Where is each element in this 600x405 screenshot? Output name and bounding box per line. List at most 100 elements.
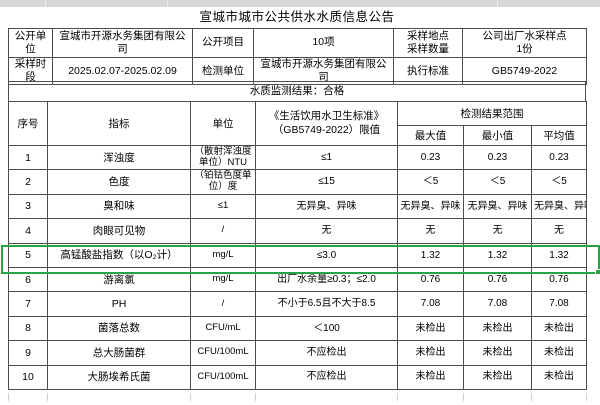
row-number-cell[interactable]: 7 bbox=[8, 291, 48, 317]
avg-value-cell[interactable]: 未检出 bbox=[530, 340, 588, 366]
page-title[interactable]: 宣城市城市公共供水水质信息公告 bbox=[199, 10, 395, 24]
sample-period-label-cell[interactable]: 采样时段 bbox=[8, 56, 53, 86]
row-number-cell[interactable]: 10 bbox=[8, 364, 48, 390]
table-row: 2 色度 （铂钴色度单位）度 ≤15 ＜5 ＜5 ＜5 bbox=[8, 169, 588, 195]
row-number-cell[interactable]: 6 bbox=[8, 266, 48, 293]
unit-cell[interactable]: CFU/100mL bbox=[190, 364, 256, 390]
min-value-cell[interactable]: 未检出 bbox=[463, 315, 532, 342]
open-items-value-cell[interactable]: 10项 bbox=[253, 28, 394, 58]
open-unit-label-cell[interactable]: 公开单位 bbox=[8, 28, 53, 58]
indicator-cell[interactable]: 高锰酸盐指数（以O₂计） bbox=[47, 242, 191, 268]
info-row-2: 采样时段 2025.02.07-2025.02.09 检测单位 宣城市开源水务集… bbox=[8, 56, 587, 86]
header-unit-cell[interactable]: 单位 bbox=[190, 101, 256, 146]
limit-cell[interactable]: 不小于6.5且不大于8.5 bbox=[255, 291, 398, 317]
min-value-cell[interactable]: 无异臭、异味 bbox=[463, 193, 532, 220]
indicator-cell[interactable]: 总大肠菌群 bbox=[47, 340, 191, 366]
limit-cell[interactable]: ＜100 bbox=[255, 315, 398, 342]
min-value-cell[interactable]: ＜5 bbox=[463, 169, 532, 195]
table-row: 7 PH / 不小于6.5且不大于8.5 7.08 7.08 7.08 bbox=[8, 291, 588, 317]
avg-value-cell[interactable]: 7.08 bbox=[530, 291, 588, 317]
info-table: 公开单位 宣城市开源水务集团有限公司 公开项目 10项 采样地点 采样数量 公司… bbox=[8, 28, 587, 86]
limit-cell[interactable]: 无异臭、异味 bbox=[255, 193, 398, 220]
standard-value-cell[interactable]: GB5749-2022 bbox=[462, 56, 587, 86]
min-value-cell[interactable]: 0.76 bbox=[463, 266, 532, 293]
row-number-cell[interactable]: 8 bbox=[8, 315, 48, 342]
indicator-cell[interactable]: 色度 bbox=[47, 169, 191, 195]
row-number-cell[interactable]: 3 bbox=[8, 193, 48, 220]
min-value-cell[interactable]: 7.08 bbox=[463, 291, 532, 317]
partial-row-strip bbox=[0, 0, 600, 7]
header-min-cell[interactable]: 最小值 bbox=[463, 125, 532, 146]
header-max-cell[interactable]: 最大值 bbox=[397, 125, 464, 146]
min-value-cell[interactable]: 0.23 bbox=[463, 144, 532, 171]
limit-cell[interactable]: ≤15 bbox=[255, 169, 398, 195]
open-unit-value-cell[interactable]: 宣城市开源水务集团有限公司 bbox=[52, 28, 193, 58]
max-value-cell[interactable]: 7.08 bbox=[397, 291, 464, 317]
test-unit-label-cell[interactable]: 检测单位 bbox=[192, 56, 254, 86]
limit-cell[interactable]: 不应检出 bbox=[255, 340, 398, 366]
row-number-cell[interactable]: 5 bbox=[8, 242, 48, 268]
min-value-cell[interactable]: 无 bbox=[463, 218, 532, 244]
row-number-cell[interactable]: 1 bbox=[8, 144, 48, 171]
unit-cell[interactable]: CFU/mL bbox=[190, 315, 256, 342]
row-number-cell[interactable]: 9 bbox=[8, 340, 48, 366]
unit-cell[interactable]: / bbox=[190, 291, 256, 317]
row-number-cell[interactable]: 2 bbox=[8, 169, 48, 195]
selection-fill-handle[interactable] bbox=[595, 269, 600, 275]
avg-value-cell[interactable]: 无 bbox=[530, 218, 588, 244]
avg-value-cell[interactable]: 0.76 bbox=[530, 266, 588, 293]
avg-value-cell[interactable]: 未检出 bbox=[530, 364, 588, 390]
sample-site-value-cell[interactable]: 公司出厂水采样点 1份 bbox=[462, 28, 587, 58]
limit-cell[interactable]: 不应检出 bbox=[255, 364, 398, 390]
indicator-cell[interactable]: 菌落总数 bbox=[47, 315, 191, 342]
max-value-cell[interactable]: 未检出 bbox=[397, 340, 464, 366]
table-row: 4 肉眼可见物 / 无 无 无 无 bbox=[8, 218, 588, 244]
unit-cell[interactable]: ≤1 bbox=[190, 193, 256, 220]
unit-cell[interactable]: mg/L bbox=[190, 266, 256, 293]
sample-site-label-cell[interactable]: 采样地点 采样数量 bbox=[393, 28, 463, 58]
indicator-cell[interactable]: 游离氯 bbox=[47, 266, 191, 293]
max-value-cell[interactable]: 0.76 bbox=[397, 266, 464, 293]
unit-cell[interactable]: mg/L bbox=[190, 242, 256, 268]
header-limit-cell[interactable]: 《生活饮用水卫生标准》 （GB5749-2022）限值 bbox=[255, 101, 398, 146]
avg-value-cell[interactable]: 未检出 bbox=[530, 315, 588, 342]
limit-cell[interactable]: 无 bbox=[255, 218, 398, 244]
open-items-label-cell[interactable]: 公开项目 bbox=[192, 28, 254, 58]
max-value-cell[interactable]: ＜5 bbox=[397, 169, 464, 195]
limit-cell[interactable]: 出厂水余量≥0.3；≤2.0 bbox=[255, 266, 398, 293]
min-value-cell[interactable]: 未检出 bbox=[463, 364, 532, 390]
max-value-cell[interactable]: 无 bbox=[397, 218, 464, 244]
row-number-cell[interactable]: 4 bbox=[8, 218, 48, 244]
unit-cell[interactable]: / bbox=[190, 218, 256, 244]
limit-cell[interactable]: ≤1 bbox=[255, 144, 398, 171]
avg-value-cell[interactable]: 无异臭、异味 bbox=[530, 193, 588, 220]
avg-value-cell[interactable]: 0.23 bbox=[530, 144, 588, 171]
limit-cell[interactable]: ≤3.0 bbox=[255, 242, 398, 268]
header-no-cell[interactable]: 序号 bbox=[8, 101, 48, 146]
min-value-cell[interactable]: 未检出 bbox=[463, 340, 532, 366]
max-value-cell[interactable]: 0.23 bbox=[397, 144, 464, 171]
standard-label-cell[interactable]: 执行标准 bbox=[393, 56, 463, 86]
indicator-cell[interactable]: 大肠埃希氏菌 bbox=[47, 364, 191, 390]
unit-cell[interactable]: （铂钴色度单位）度 bbox=[190, 169, 256, 195]
max-value-cell[interactable]: 未检出 bbox=[397, 364, 464, 390]
max-value-cell[interactable]: 1.32 bbox=[397, 242, 464, 268]
gridline-stub bbox=[463, 393, 464, 401]
indicator-cell[interactable]: 肉眼可见物 bbox=[47, 218, 191, 244]
header-avg-cell[interactable]: 平均值 bbox=[530, 125, 588, 146]
indicator-cell[interactable]: PH bbox=[47, 291, 191, 317]
avg-value-cell[interactable]: ＜5 bbox=[530, 169, 588, 195]
max-value-cell[interactable]: 未检出 bbox=[397, 315, 464, 342]
min-value-cell[interactable]: 1.32 bbox=[463, 242, 532, 268]
max-value-cell[interactable]: 无异臭、异味 bbox=[397, 193, 464, 220]
result-banner[interactable]: 水质监测结果：合格 bbox=[8, 81, 586, 102]
avg-value-cell[interactable]: 1.32 bbox=[530, 242, 588, 268]
header-indicator-cell[interactable]: 指标 bbox=[47, 101, 191, 146]
unit-cell[interactable]: （散射浑浊度单位）NTU bbox=[190, 144, 256, 171]
unit-cell[interactable]: CFU/100mL bbox=[190, 340, 256, 366]
indicator-cell[interactable]: 臭和味 bbox=[47, 193, 191, 220]
indicator-cell[interactable]: 浑浊度 bbox=[47, 144, 191, 171]
header-range-cell[interactable]: 检测结果范围 bbox=[396, 101, 588, 126]
sample-period-value-cell[interactable]: 2025.02.07-2025.02.09 bbox=[52, 56, 193, 86]
